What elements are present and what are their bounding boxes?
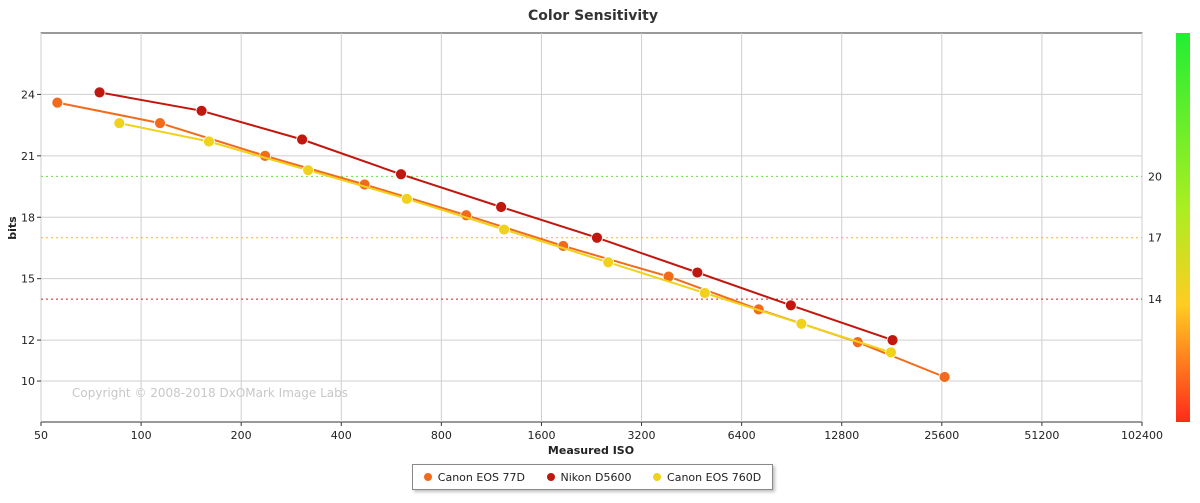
y-tick-label: 12 — [21, 334, 35, 347]
data-point[interactable] — [591, 231, 603, 244]
x-tick-label: 51200 — [1024, 429, 1059, 442]
data-point[interactable] — [302, 164, 315, 177]
series-2 — [113, 117, 897, 359]
x-tick-label: 25600 — [924, 429, 959, 442]
y-tick-label: 18 — [21, 211, 35, 224]
y-axis-ticks: 10 12 15 18 21 24 — [21, 88, 41, 388]
data-point[interactable] — [195, 104, 208, 117]
x-tick-label: 200 — [231, 429, 252, 442]
legend-item[interactable]: Nikon D5600 — [546, 470, 632, 484]
x-tick-label: 100 — [131, 429, 152, 442]
reference-label: 20 — [1148, 170, 1162, 183]
data-point[interactable] — [795, 317, 808, 330]
legend: Canon EOS 77D Nikon D5600 Canon EOS 760D — [412, 464, 773, 490]
y-tick-label: 24 — [21, 88, 35, 101]
data-point[interactable] — [602, 256, 615, 269]
legend-label: Canon EOS 77D — [437, 470, 525, 484]
data-point[interactable] — [886, 334, 899, 347]
series-layer — [51, 86, 951, 383]
y-axis-label: bits — [6, 216, 19, 240]
data-point[interactable] — [784, 299, 797, 312]
legend-item[interactable]: Canon EOS 760D — [653, 471, 761, 484]
data-point[interactable] — [400, 192, 413, 205]
chart-title: Color Sensitivity — [528, 8, 658, 24]
data-point[interactable] — [885, 346, 897, 359]
data-point[interactable] — [113, 117, 126, 129]
data-point[interactable] — [495, 201, 508, 213]
data-point[interactable] — [203, 135, 215, 148]
data-point[interactable] — [51, 96, 64, 109]
reference-label: 17 — [1148, 232, 1162, 245]
x-tick-label: 3200 — [628, 429, 656, 442]
y-tick-label: 10 — [21, 375, 35, 388]
data-point[interactable] — [498, 223, 510, 236]
plot-area — [40, 32, 1143, 423]
legend-marker — [423, 473, 432, 481]
reference-label: 14 — [1148, 293, 1162, 306]
copyright-text: Copyright © 2008-2018 DxOMark Image Labs — [72, 386, 348, 400]
x-tick-label: 102400 — [1121, 429, 1163, 442]
data-point[interactable] — [395, 168, 407, 181]
x-tick-label: 1600 — [527, 429, 555, 442]
color-scale-bar — [1176, 33, 1190, 422]
data-point[interactable] — [154, 117, 166, 129]
legend-label: Nikon D5600 — [560, 470, 632, 484]
x-axis-label: Measured ISO — [548, 444, 634, 457]
data-point[interactable] — [691, 266, 704, 279]
grid — [40, 33, 1143, 422]
x-tick-label: 50 — [34, 429, 48, 442]
x-tick-label: 6400 — [728, 429, 756, 442]
data-point[interactable] — [698, 287, 711, 299]
legend-marker — [653, 473, 662, 481]
x-tick-label: 800 — [431, 429, 452, 442]
legend-marker — [546, 473, 555, 481]
data-point[interactable] — [296, 133, 309, 146]
y-tick-label: 15 — [21, 273, 35, 286]
legend-label: Canon EOS 760D — [667, 470, 762, 484]
x-axis-ticks: 50 100 200 400 800 1600 3200 6400 12800 25600 5120… — [34, 422, 1163, 442]
series-1 — [93, 86, 899, 347]
y-tick-label: 21 — [21, 150, 35, 163]
data-point[interactable] — [93, 86, 106, 99]
data-point[interactable] — [938, 371, 951, 383]
x-tick-label: 400 — [331, 429, 352, 442]
x-tick-label: 12800 — [824, 429, 859, 442]
legend-item[interactable]: Canon EOS 77D — [423, 470, 525, 484]
